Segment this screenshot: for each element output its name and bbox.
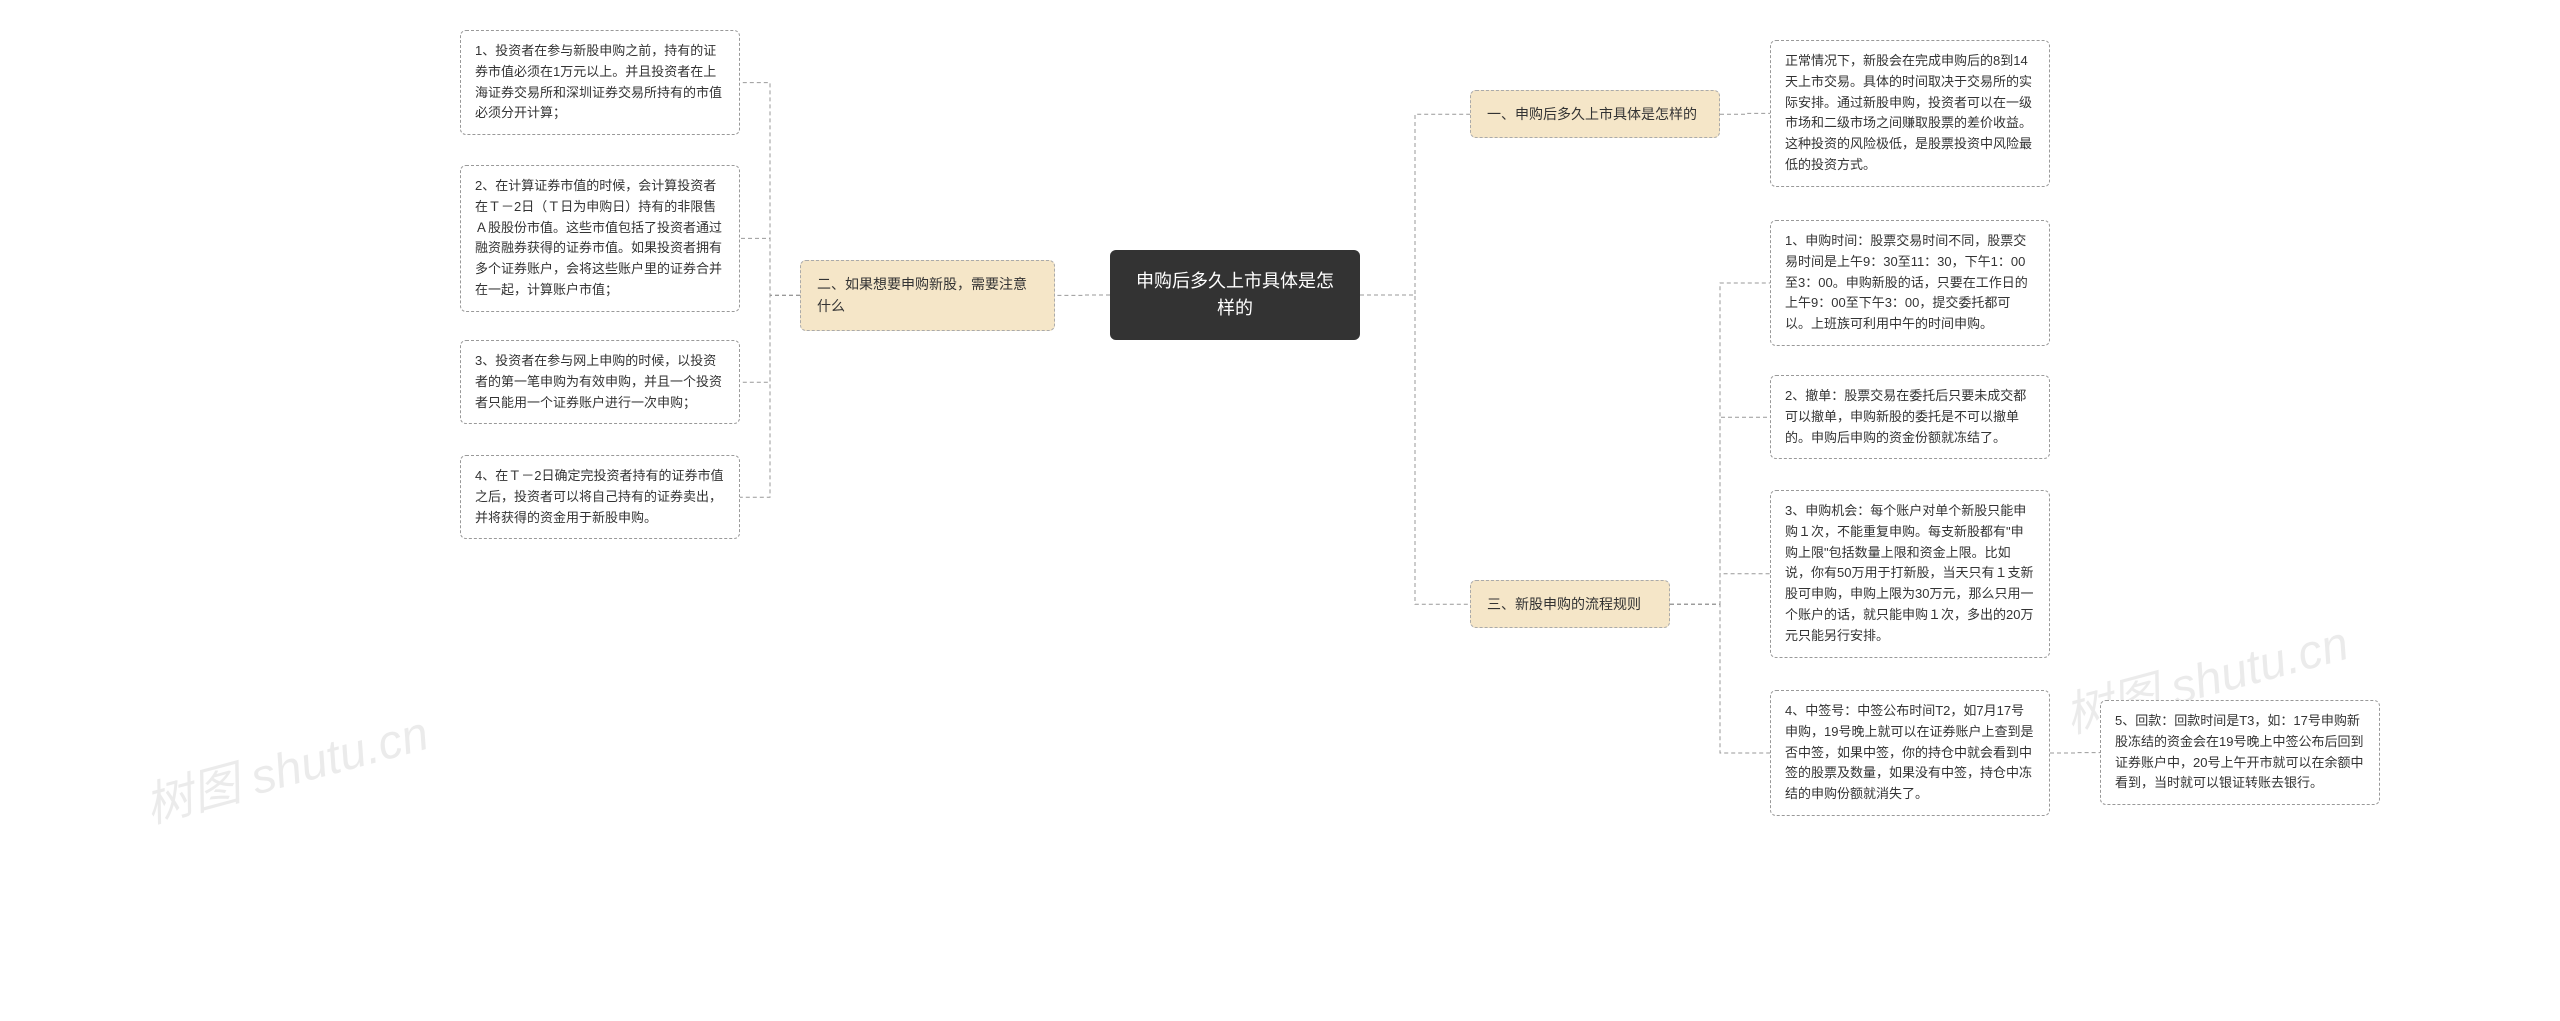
leaf-b2-2: 2、在计算证券市值的时候，会计算投资者在Ｔ－2日（Ｔ日为申购日）持有的非限售Ａ股… <box>460 165 740 312</box>
mindmap-root: 申购后多久上市具体是怎样的 <box>1110 250 1360 340</box>
branch-1: 一、申购后多久上市具体是怎样的 <box>1470 90 1720 138</box>
connector-layer <box>0 0 2560 1021</box>
leaf-b2-1: 1、投资者在参与新股申购之前，持有的证券市值必须在1万元以上。并且投资者在上海证… <box>460 30 740 135</box>
watermark-1: 树图 shutu.cn <box>136 694 435 837</box>
branch-2: 二、如果想要申购新股，需要注意什么 <box>800 260 1055 331</box>
leaf-b3-3: 3、申购机会：每个账户对单个新股只能申购１次，不能重复申购。每支新股都有"申购上… <box>1770 490 2050 658</box>
leaf-b2-4: 4、在Ｔ－2日确定完投资者持有的证券市值之后，投资者可以将自己持有的证券卖出，并… <box>460 455 740 539</box>
leaf-b3-4: 4、中签号：中签公布时间T2，如7月17号申购，19号晚上就可以在证券账户上查到… <box>1770 690 2050 816</box>
leaf-b3-1: 1、申购时间：股票交易时间不同，股票交易时间是上午9：30至11：30，下午1：… <box>1770 220 2050 346</box>
leaf-b1-1: 正常情况下，新股会在完成申购后的8到14天上市交易。具体的时间取决于交易所的实际… <box>1770 40 2050 187</box>
leaf-b2-3: 3、投资者在参与网上申购的时候，以投资者的第一笔申购为有效申购，并且一个投资者只… <box>460 340 740 424</box>
leaf-b3-2: 2、撤单：股票交易在委托后只要未成交都可以撤单，申购新股的委托是不可以撤单的。申… <box>1770 375 2050 459</box>
leaf-b3-5: 5、回款：回款时间是T3，如：17号申购新股冻结的资金会在19号晚上中签公布后回… <box>2100 700 2380 805</box>
branch-3: 三、新股申购的流程规则 <box>1470 580 1670 628</box>
